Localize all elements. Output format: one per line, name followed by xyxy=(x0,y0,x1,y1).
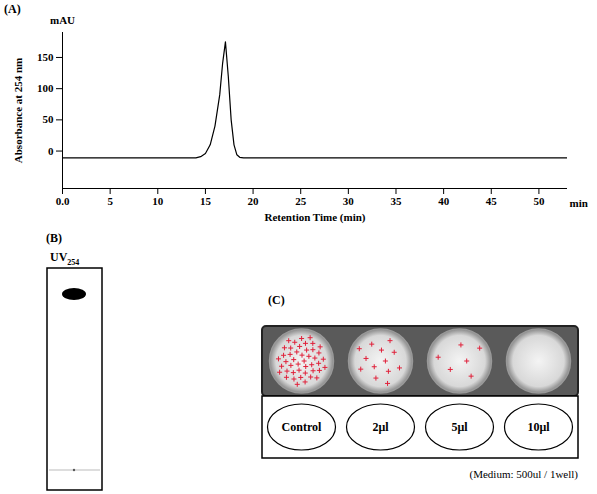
svg-text:Retention Time (min): Retention Time (min) xyxy=(264,211,365,224)
svg-text:5μl: 5μl xyxy=(451,420,468,434)
svg-text:50: 50 xyxy=(533,195,545,207)
svg-text:10: 10 xyxy=(152,195,164,207)
svg-text:40: 40 xyxy=(438,195,450,207)
svg-text:45: 45 xyxy=(486,195,498,207)
svg-text:(C): (C) xyxy=(268,293,285,307)
svg-text:mAU: mAU xyxy=(50,14,75,26)
svg-text:10μl: 10μl xyxy=(527,420,550,434)
svg-text:15: 15 xyxy=(200,195,212,207)
svg-text:(B): (B) xyxy=(46,231,62,245)
svg-text:30: 30 xyxy=(343,195,355,207)
svg-text:0: 0 xyxy=(48,145,54,157)
svg-text:50: 50 xyxy=(43,113,55,125)
html-text:(A): (A) xyxy=(4,2,21,16)
svg-text:UV254: UV254 xyxy=(50,250,79,267)
svg-text:150: 150 xyxy=(37,51,54,63)
svg-text:100: 100 xyxy=(37,82,54,94)
svg-text:5: 5 xyxy=(107,195,113,207)
svg-text:35: 35 xyxy=(390,195,402,207)
svg-text:25: 25 xyxy=(295,195,307,207)
svg-text:min: min xyxy=(570,197,588,209)
svg-text:20: 20 xyxy=(248,195,260,207)
svg-text:(Medium: 500ul / 1well): (Medium: 500ul / 1well) xyxy=(470,468,579,481)
svg-text:Absorbance at 254 nm: Absorbance at 254 nm xyxy=(12,58,24,163)
svg-text:2μl: 2μl xyxy=(372,420,389,434)
svg-text:Control: Control xyxy=(282,420,322,434)
svg-text:0.0: 0.0 xyxy=(56,195,70,207)
